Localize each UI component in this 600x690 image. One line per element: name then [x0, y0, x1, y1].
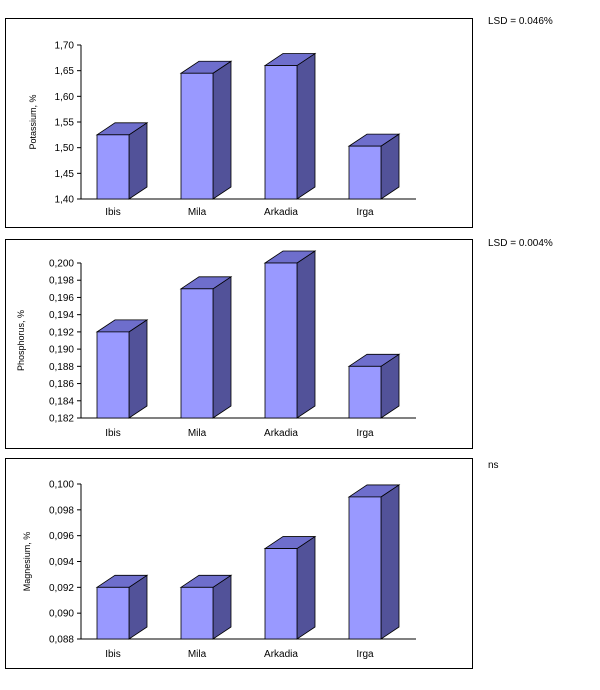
potassium-bar-chart: 1,40 1,45 1,50 1,55 1,60 1,65 1,70 Potassium, %…: [28, 41, 416, 218]
magnesium-y-tick-label: 0,094: [49, 557, 74, 568]
potassium-bar-front: [96, 134, 130, 200]
magnesium-bar-side: [380, 484, 400, 640]
magnesium-category-label: Irga: [356, 649, 374, 660]
potassium-bar-irga: [347, 133, 401, 200]
phosphorus-category-label: Irga: [356, 428, 374, 439]
phosphorus-lsd-note: LSD = 0.004%: [488, 238, 553, 249]
phosphorus-chart-panel: 0,182 0,184 0,186 0,188 0,190 0,192 0,194 0,196…: [5, 239, 473, 449]
potassium-bar-side: [296, 52, 316, 200]
magnesium-y-tick-label: 0,100: [49, 480, 74, 491]
potassium-y-axis-title: Potassium, %: [28, 94, 38, 149]
magnesium-bar-arkadia: [263, 535, 317, 640]
magnesium-bar-chart: 0,088 0,090 0,092 0,094 0,096 0,098 0,100 Magne…: [22, 480, 416, 660]
phosphorus-bar-side: [296, 250, 316, 419]
potassium-chart-panel: 1,40 1,45 1,50 1,55 1,60 1,65 1,70 Potassium, %…: [5, 18, 473, 228]
potassium-bar-side: [212, 60, 232, 200]
magnesium-chart-panel: 0,088 0,090 0,092 0,094 0,096 0,098 0,100 Magne…: [5, 458, 473, 669]
potassium-y-tick-label: 1,50: [55, 143, 75, 154]
phosphorus-bar-chart: 0,182 0,184 0,186 0,188 0,190 0,192 0,194 0,196…: [16, 250, 416, 439]
potassium-bar-side: [128, 122, 148, 200]
potassium-y-tick-label: 1,60: [55, 92, 75, 103]
magnesium-bar-side: [296, 535, 316, 640]
phosphorus-bar-ibis: [95, 319, 149, 419]
magnesium-y-axis-title: Magnesium, %: [22, 532, 32, 592]
phosphorus-y-tick-label: 0,186: [49, 379, 74, 390]
magnesium-y-tick-label: 0,088: [49, 635, 74, 646]
phosphorus-category-label: Ibis: [105, 428, 121, 439]
phosphorus-bar-arkadia: [263, 250, 317, 419]
potassium-y-tick-label: 1,70: [55, 41, 75, 52]
phosphorus-y-tick-label: 0,184: [49, 396, 74, 407]
phosphorus-bar-mila: [179, 276, 233, 419]
magnesium-bar-front: [348, 496, 382, 640]
phosphorus-y-tick-label: 0,182: [49, 414, 74, 425]
phosphorus-y-tick-label: 0,188: [49, 362, 74, 373]
potassium-y-tick-label: 1,55: [55, 118, 75, 129]
phosphorus-category-label: Mila: [188, 428, 207, 439]
phosphorus-bar-front: [180, 288, 214, 419]
magnesium-bar-ibis: [95, 574, 149, 640]
magnesium-bar-front: [180, 586, 214, 640]
magnesium-bar-mila: [179, 574, 233, 640]
potassium-bar-mila: [179, 60, 233, 200]
potassium-y-tick-label: 1,45: [55, 169, 75, 180]
phosphorus-bar-front: [348, 365, 382, 419]
phosphorus-y-tick-label: 0,198: [49, 276, 74, 287]
magnesium-category-label: Mila: [188, 649, 207, 660]
potassium-bar-ibis: [95, 122, 149, 200]
phosphorus-category-label: Arkadia: [264, 428, 298, 439]
potassium-bar-front: [348, 145, 382, 200]
phosphorus-y-axis-title: Phosphorus, %: [16, 310, 26, 371]
potassium-lsd-note: LSD = 0.046%: [488, 16, 553, 27]
phosphorus-y-tick-label: 0,194: [49, 310, 74, 321]
phosphorus-y-tick-label: 0,200: [49, 259, 74, 270]
phosphorus-bar-front: [264, 262, 298, 419]
magnesium-bar-irga: [347, 484, 401, 640]
potassium-category-label: Irga: [356, 207, 374, 218]
potassium-y-tick-label: 1,65: [55, 66, 75, 77]
potassium-category-label: Arkadia: [264, 207, 298, 218]
magnesium-y-tick-label: 0,092: [49, 583, 74, 594]
potassium-category-label: Mila: [188, 207, 207, 218]
phosphorus-bar-front: [96, 331, 130, 419]
magnesium-category-label: Arkadia: [264, 649, 298, 660]
phosphorus-y-tick-label: 0,192: [49, 327, 74, 338]
potassium-category-label: Ibis: [105, 207, 121, 218]
magnesium-y-tick-label: 0,096: [49, 531, 74, 542]
phosphorus-bar-side: [212, 276, 232, 419]
phosphorus-y-tick-label: 0,190: [49, 345, 74, 356]
magnesium-bar-front: [96, 586, 130, 640]
magnesium-category-label: Ibis: [105, 649, 121, 660]
magnesium-y-tick-label: 0,090: [49, 609, 74, 620]
phosphorus-bar-irga: [347, 353, 401, 419]
magnesium-bar-front: [264, 548, 298, 640]
phosphorus-bar-side: [128, 319, 148, 419]
potassium-bar-front: [264, 65, 298, 200]
potassium-bar-arkadia: [263, 52, 317, 200]
magnesium-significance-note: ns: [488, 460, 499, 471]
potassium-y-tick-label: 1,40: [55, 195, 75, 206]
magnesium-y-tick-label: 0,098: [49, 505, 74, 516]
phosphorus-y-tick-label: 0,196: [49, 293, 74, 304]
potassium-bar-front: [180, 72, 214, 200]
